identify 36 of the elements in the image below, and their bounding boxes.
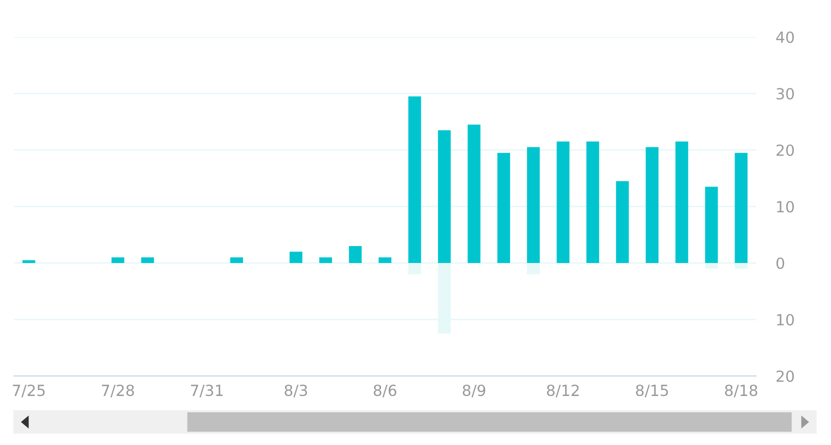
bar	[230, 257, 243, 263]
x-tick-label: 7/31	[191, 384, 223, 398]
bar	[705, 186, 718, 263]
bar	[556, 142, 570, 263]
bar	[408, 96, 422, 263]
x-tick-label: 7/25	[12, 384, 45, 398]
bar	[734, 152, 748, 263]
y-tick-label: 10	[777, 200, 794, 213]
bar	[586, 142, 600, 263]
bar	[675, 142, 688, 263]
y-tick-label: 30	[776, 88, 794, 100]
bar	[527, 147, 540, 263]
x-tick-label: 8/9	[462, 384, 486, 398]
y-tick-label: 10	[777, 314, 794, 326]
x-tick-label: 7/28	[102, 384, 134, 398]
bar	[616, 181, 629, 263]
bar	[141, 257, 154, 263]
bar	[348, 246, 362, 263]
x-tick-label: 8/18	[725, 384, 758, 398]
y-tick-label: 40	[776, 31, 794, 44]
bar	[646, 147, 658, 263]
x-tick-label: 8/6	[374, 384, 396, 398]
y-tick-label: 20	[776, 144, 794, 156]
bar	[290, 252, 302, 263]
bar	[378, 257, 392, 263]
x-tick-label: 8/15	[636, 384, 668, 398]
bar	[468, 124, 480, 263]
bar	[438, 130, 451, 263]
bar	[22, 260, 36, 263]
x-tick-label: 8/12	[546, 384, 579, 398]
x-tick-label: 8/3	[284, 384, 308, 398]
y-tick-label: 20	[776, 370, 794, 382]
bar	[112, 257, 124, 263]
bar	[319, 257, 332, 263]
bar	[497, 152, 510, 263]
y-tick-label: 0	[776, 257, 784, 270]
